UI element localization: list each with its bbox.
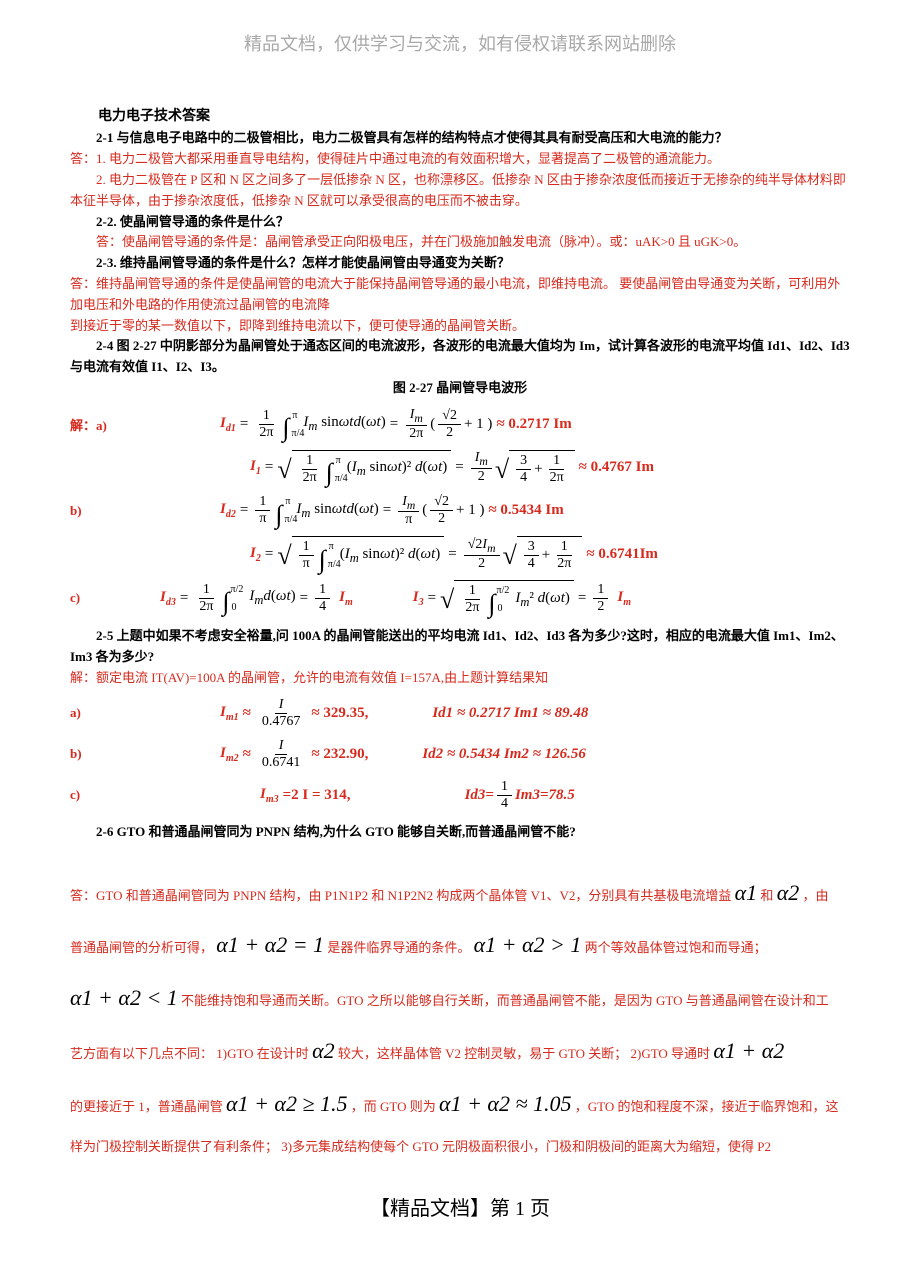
a2-6-6: 样为门极控制关断提供了有利条件； 3)多元集成结构使每个 GTO 元阴极面积很小… [70, 1131, 850, 1162]
a2-5-intro: 解：额定电流 IT(AV)=100A 的晶闸管，允许的电流有效值 I=157A,… [70, 668, 850, 689]
a26-4-pre: 艺方面有以下几点不同： 1)GTO 在设计时 [70, 1046, 309, 1061]
alpha1: α1 [735, 880, 758, 905]
q2-1: 2-1 与信息电子电路中的二极管相比，电力二极管具有怎样的结构特点才使得其具有耐… [70, 128, 850, 149]
id1-r: Id1 ≈ 0.2717 Im1 ≈ 89.48 [432, 705, 588, 722]
fig-caption: 图 2-27 晶闸管导电波形 [70, 378, 850, 399]
q2-5: 2-5 上题中如果不考虑安全裕量,问 100A 的晶闸管能送出的平均电流 Id1… [70, 626, 850, 668]
id3-r: Id3= [465, 787, 494, 804]
a2-6-4: 艺方面有以下几点不同： 1)GTO 在设计时 α2 较大，这样晶体管 V2 控制… [70, 1025, 850, 1078]
a2-3-1: 答：维持晶闸管导通的条件是使晶闸管的电流大于能保持晶闸管导通的最小电流，即维持电… [70, 274, 850, 316]
formula-id3: c) Id3= 12π ∫0π/2 Imd(ωt) = 14 Im I3= √ … [70, 580, 850, 616]
a26-5-pre: 的更接近于 1，普通晶闸管 [70, 1099, 223, 1114]
label-a: 解：a) [70, 415, 160, 434]
a2-2: 答：使晶闸管导通的条件是：晶闸管承受正向阳极电压，并在门极施加触发电流（脉冲）。… [70, 232, 850, 253]
a2-1-1: 答：1. 电力二极管大都采用垂直导电结构，使得硅片中通过电流的有效面积增大，显著… [70, 149, 850, 170]
id2-approx: ≈ 0.5434 Im [488, 502, 563, 519]
a2-6-1: 答：GTO 和普通晶闸管同为 PNPN 结构，由 P1N1P2 和 N1P2N2… [70, 867, 850, 920]
label-b: b) [70, 503, 160, 519]
im3-val: =2 I = 314, [283, 787, 351, 804]
formula-id1: 解：a) Id1= 12π ∫π/4π Im sinωtd(ωt) = Im2π… [70, 407, 850, 442]
a26-5-mid: ，而 GTO 则为 [351, 1099, 436, 1114]
q2-2: 2-2. 使晶闸管导通的条件是什么？ [70, 212, 850, 233]
a26-2-pre: 普通晶闸管的分析可得， [70, 940, 213, 955]
ge15: α1 + α2 ≥ 1.5 [226, 1091, 348, 1116]
gt1: α1 + α2 > 1 [474, 932, 582, 957]
lt1: α1 + α2 < 1 [70, 985, 178, 1010]
q2-4: 2-4 图 2-27 中阴影部分为晶闸管处于通态区间的电流波形，各波形的电流最大… [70, 336, 850, 378]
a26-5-post: ，GTO 的饱和程度不深，接近于临界饱和，这 [575, 1099, 839, 1114]
label-25a: a) [70, 705, 160, 721]
approx105: α1 + α2 ≈ 1.05 [439, 1091, 572, 1116]
im2-den: 0.6741 [258, 755, 305, 771]
a26-2-mid: 是器件临界导通的条件。 [327, 940, 470, 955]
alpha2b: α2 [312, 1038, 335, 1063]
doc-title: 电力电子技术答案 [70, 106, 850, 128]
im2-val: ≈ 232.90, [311, 746, 368, 763]
formula-25a: a) Im1≈ I0.4767 ≈ 329.35, Id1 ≈ 0.2717 I… [70, 697, 850, 730]
page: 精品文档，仅供学习与交流，如有侵权请联系网站删除 电力电子技术答案 2-1 与信… [0, 0, 920, 1261]
label-c: c) [70, 590, 160, 606]
formula-i1: I1= √ 12π ∫π/4π (Im sinωt)² d(ωt) = Im2 … [250, 450, 850, 486]
a2-3-2: 到接近于零的某一数值以下，即降到维持电流以下，便可使导通的晶闸管关断。 [70, 316, 850, 337]
a26-4-mid: 较大，这样晶体管 V2 控制灵敏，易于 GTO 关断； 2)GTO 导通时 [338, 1046, 710, 1061]
formula-i2: I2= √ 1π ∫π/4π (Im sinωt)² d(ωt) = √2Im2… [250, 536, 850, 572]
a26-2-post: 两个等效晶体管过饱和而导通； [585, 940, 767, 955]
id2-r: Id2 ≈ 0.5434 Im2 ≈ 126.56 [422, 746, 586, 763]
eq1: α1 + α2 = 1 [216, 932, 324, 957]
i2-approx: ≈ 0.6741Im [586, 546, 658, 563]
i1-approx: ≈ 0.4767 Im [579, 459, 654, 476]
a26-and: 和 [760, 888, 773, 903]
a12: α1 + α2 [713, 1038, 784, 1063]
a2-6-3: α1 + α2 < 1 不能维持饱和导通而关断。GTO 之所以能够自行关断，而普… [70, 972, 850, 1025]
a2-6-2: 普通晶闸管的分析可得， α1 + α2 = 1 是器件临界导通的条件。 α1 +… [70, 919, 850, 972]
a2-1-2: 2. 电力二极管在 P 区和 N 区之间多了一层低掺杂 N 区，也称漂移区。低掺… [70, 170, 850, 212]
formula-id2: b) Id2= 1π ∫π/4π Im sinωtd(ωt) = Imπ ( √… [70, 494, 850, 529]
formula-25c: c) Im3 =2 I = 314, Id3= 14 Im3=78.5 [70, 779, 850, 812]
watermark-top: 精品文档，仅供学习与交流，如有侵权请联系网站删除 [70, 30, 850, 56]
page-footer: 【精品文档】第 1 页 [70, 1192, 850, 1221]
a2-6-5: 的更接近于 1，普通晶闸管 α1 + α2 ≥ 1.5 ，而 GTO 则为 α1… [70, 1078, 850, 1131]
q2-6: 2-6 GTO 和普通晶闸管同为 PNPN 结构,为什么 GTO 能够自关断,而… [70, 822, 850, 843]
a26-3: 不能维持饱和导通而关断。GTO 之所以能够自行关断，而普通晶闸管不能，是因为 G… [181, 993, 829, 1008]
formula-25b: b) Im2≈ I0.6741 ≈ 232.90, Id2 ≈ 0.5434 I… [70, 738, 850, 771]
im1-val: ≈ 329.35, [311, 705, 368, 722]
id3-r2: Im3=78.5 [515, 787, 575, 804]
label-25b: b) [70, 746, 160, 762]
label-25c: c) [70, 787, 160, 803]
q2-3: 2-3. 维持晶闸管导通的条件是什么？怎样才能使晶闸管由导通变为关断？ [70, 253, 850, 274]
alpha2: α2 [777, 880, 800, 905]
a26-1-pre: 答：GTO 和普通晶闸管同为 PNPN 结构，由 P1N1P2 和 N1P2N2… [70, 888, 731, 903]
id1-approx: ≈ 0.2717 Im [496, 416, 571, 433]
q2-4-text: 2-4 图 2-27 中阴影部分为晶闸管处于通态区间的电流波形，各波形的电流最大… [70, 338, 850, 374]
im1-den: 0.4767 [258, 714, 305, 730]
a26-1-post: ，由 [803, 888, 829, 903]
